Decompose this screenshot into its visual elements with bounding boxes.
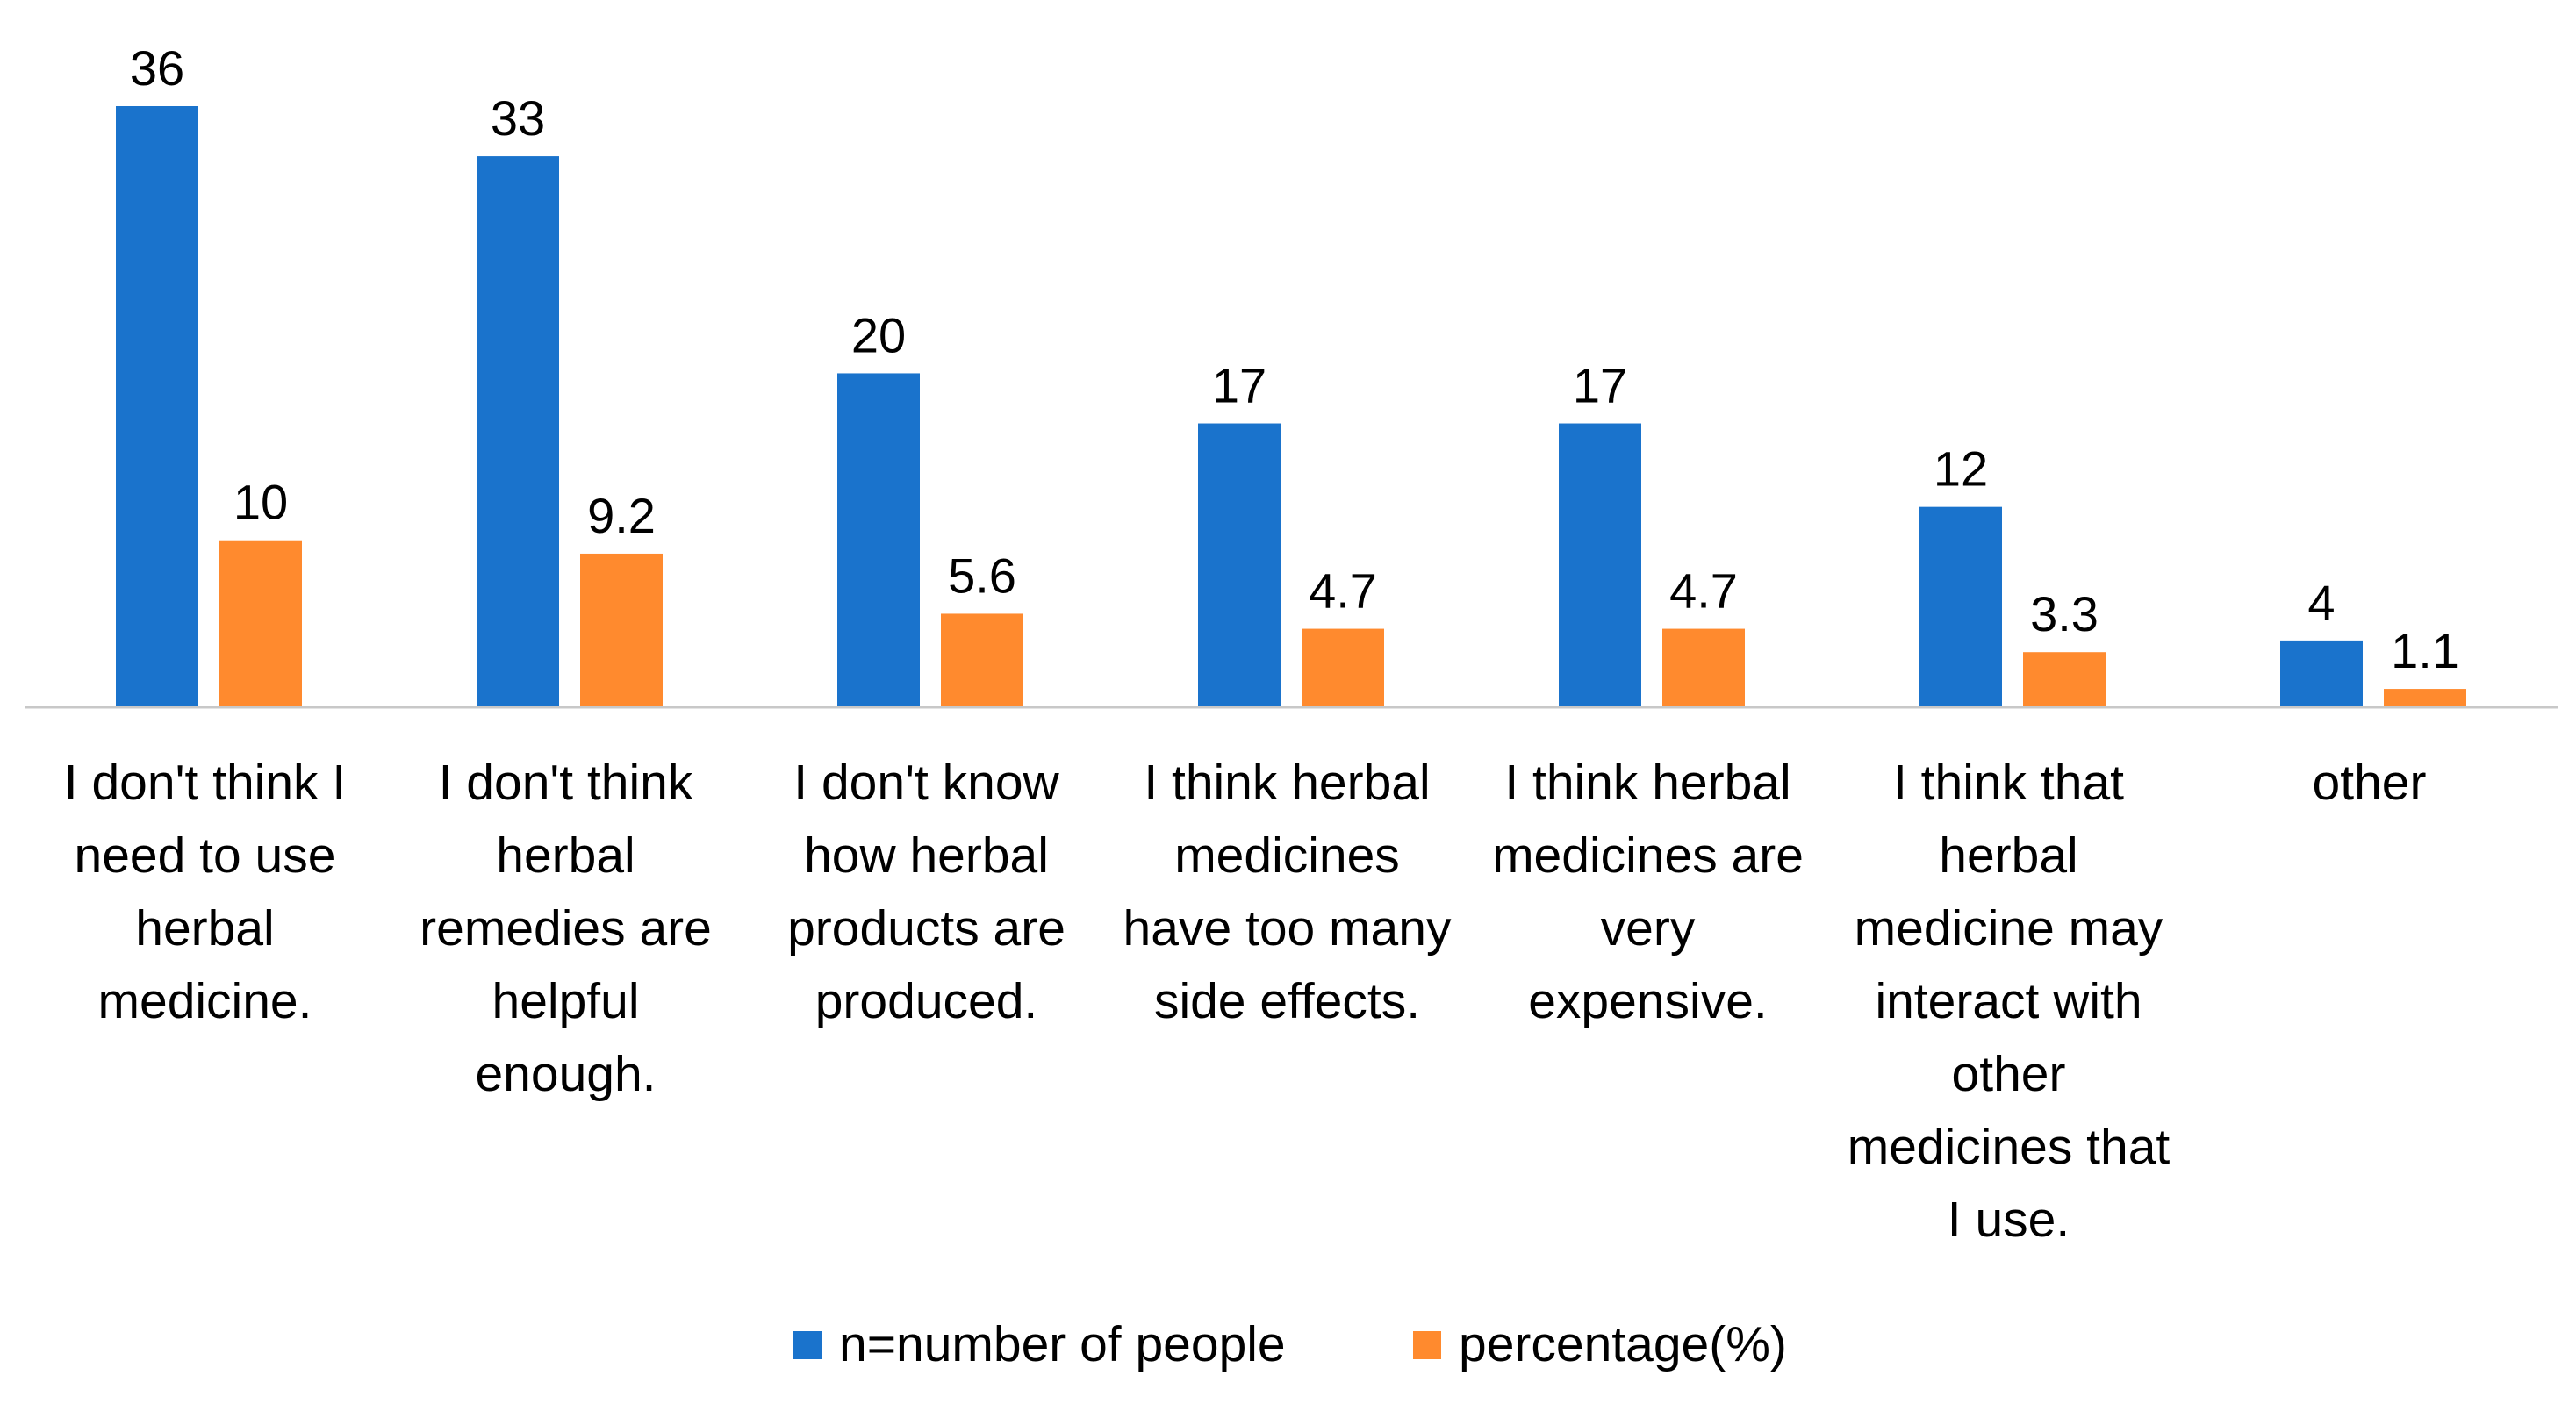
category-label-1-line-1: herbal [496,827,635,884]
legend-label-percentage: percentage(%) [1459,1316,1787,1372]
bar-people-4 [1559,423,1641,707]
bar-people-0 [116,106,198,707]
category-label-5-line-0: I think that [1893,755,2124,811]
legend-label-people: n=number of people [839,1316,1286,1372]
category-label-5-line-4: other [1952,1046,2066,1102]
bars-layer [116,106,2466,708]
category-label-5-line-2: medicine may [1855,900,2163,956]
category-label-2-line-3: produced. [815,973,1038,1029]
category-label-5-line-6: I use. [1948,1192,2070,1248]
bar-percentage-4 [1662,628,1745,707]
category-labels-layer: I don't think I need to use herbal medicine… [64,755,2427,1248]
bar-people-5 [1919,506,2002,707]
bar-people-6 [2280,640,2363,707]
category-label-6-line-0: other [2313,755,2427,811]
category-label-3: I think herbal medicines have too many side… [1123,755,1452,1029]
category-label-3-line-3: side effects. [1154,973,1420,1029]
category-label-5-line-3: interact with [1875,973,2142,1029]
category-label-4-line-0: I think herbal [1504,755,1790,811]
category-label-3-line-2: have too many [1123,900,1452,956]
category-label-1-line-2: remedies are [420,900,712,956]
value-label-percentage-4: 4.7 [1669,563,1738,619]
category-label-4-line-3: expensive. [1528,973,1768,1029]
category-label-5: I think that herbal medicine may interact w… [1848,755,2171,1248]
bar-percentage-2 [941,613,1023,707]
category-label-0-line-1: need to use [75,827,336,884]
value-label-percentage-5: 3.3 [2030,586,2099,641]
category-label-3-line-0: I think herbal [1144,755,1430,811]
category-label-4-line-1: medicines are [1492,827,1804,884]
category-label-0-line-2: herbal [135,900,274,956]
bar-people-3 [1198,423,1281,707]
value-label-people-1: 33 [491,90,545,146]
value-labels-layer: 36 10 33 9.2 20 5.6 17 4.7 17 4.7 12 3.3 4 1.1 [130,40,2459,678]
category-label-1: I don't think herbal remedies are helpful en… [420,755,712,1102]
value-label-percentage-6: 1.1 [2391,623,2459,678]
legend-swatch-percentage [1413,1331,1441,1359]
value-label-people-0: 36 [130,40,184,96]
value-label-percentage-0: 10 [233,475,288,530]
value-label-percentage-3: 4.7 [1309,563,1377,619]
category-label-5-line-5: medicines that [1848,1119,2171,1175]
category-label-0: I don't think I need to use herbal medicine… [64,755,346,1029]
category-label-2-line-1: how herbal [804,827,1049,884]
value-label-people-3: 17 [1212,358,1266,413]
value-label-people-4: 17 [1573,358,1627,413]
category-label-4-line-2: very [1601,900,1696,956]
category-label-1-line-0: I don't think [439,755,693,811]
legend: n=number of people percentage(%) [793,1316,1787,1372]
legend-item-people: n=number of people [793,1316,1286,1372]
bar-percentage-3 [1302,628,1384,707]
category-label-1-line-4: enough. [475,1046,656,1102]
category-label-2-line-2: products are [787,900,1066,956]
category-label-3-line-1: medicines [1174,827,1400,884]
value-label-people-2: 20 [851,307,906,362]
legend-swatch-people [793,1331,822,1359]
bar-percentage-6 [2384,689,2466,707]
value-label-percentage-2: 5.6 [948,548,1016,603]
category-label-0-line-0: I don't think I [64,755,346,811]
bar-people-2 [837,373,920,707]
legend-item-percentage: percentage(%) [1413,1316,1787,1372]
bar-people-1 [477,156,559,708]
bar-percentage-0 [219,540,302,707]
category-label-5-line-1: herbal [1939,827,2077,884]
value-label-percentage-1: 9.2 [587,488,656,543]
value-label-people-5: 12 [1934,441,1988,497]
bar-percentage-1 [580,553,663,707]
category-label-2: I don't know how herbal products are produc… [787,755,1066,1029]
category-label-4: I think herbal medicines are very expensive… [1492,755,1804,1029]
category-label-1-line-3: helpful [492,973,640,1029]
bar-percentage-5 [2023,652,2106,707]
value-label-people-6: 4 [2307,575,2335,630]
category-label-2-line-0: I don't know [793,755,1059,811]
category-label-6: other [2313,755,2427,811]
category-label-0-line-3: medicine. [98,973,312,1029]
